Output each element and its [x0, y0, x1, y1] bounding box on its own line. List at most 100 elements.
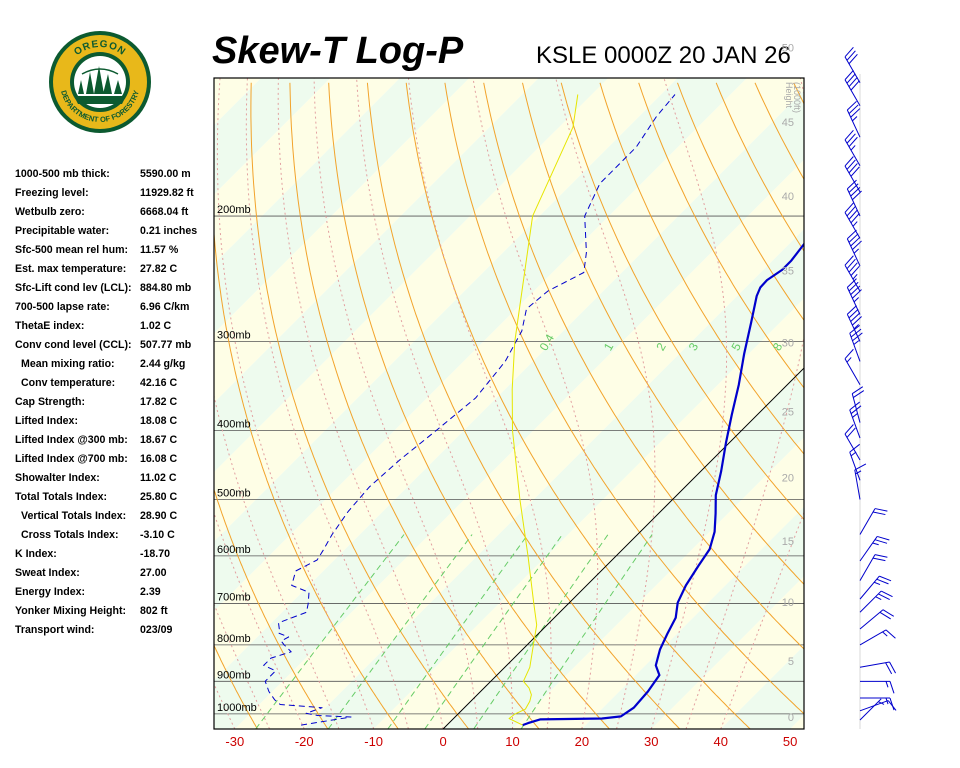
index-row: Est. max temperature: 27.82 C: [15, 263, 215, 282]
wind-barb: [860, 680, 895, 694]
index-value: 18.67 C: [140, 434, 178, 446]
index-value: 5590.00 m: [140, 168, 191, 180]
wind-barb-feather: [880, 590, 893, 598]
wind-barb: [859, 554, 888, 581]
index-row: Yonker Mixing Height: 802 ft: [15, 605, 215, 624]
wind-barb: [844, 156, 861, 193]
index-value: 28.90 C: [140, 510, 178, 522]
height-tick-label: 35: [782, 265, 794, 277]
index-value: 18.08 C: [140, 415, 178, 427]
wind-barb-half-feather: [853, 324, 860, 330]
wind-barb-feather: [882, 609, 895, 617]
wind-barb-staff: [844, 433, 861, 461]
index-row: Vertical Totals Index: 28.90 C: [15, 510, 215, 529]
wind-barb-feather: [848, 53, 858, 65]
dry-adiabat: [328, 82, 610, 729]
wind-barb-feather: [879, 611, 891, 620]
wind-barb-feather: [846, 133, 856, 144]
wind-barb: [844, 424, 861, 461]
index-row: Mean mixing ratio: 2.44 g/kg: [15, 358, 215, 377]
wind-barb: [844, 47, 861, 84]
index-label: Sfc-500 mean rel hum:: [15, 244, 129, 256]
index-value: 884.80 mb: [140, 282, 192, 294]
wind-barb-feather: [879, 575, 892, 582]
wind-barb-feather: [889, 681, 895, 694]
pressure-label: 900mb: [217, 669, 251, 681]
index-label: Total Totals Index:: [15, 491, 108, 503]
index-value: 17.82 C: [140, 396, 178, 408]
temperature-tick-label: -30: [225, 734, 244, 749]
index-row: Transport wind: 023/09: [15, 624, 215, 643]
wind-barb-feather: [848, 262, 858, 273]
index-label: Transport wind:: [15, 624, 95, 636]
wind-barb-feather: [852, 240, 862, 250]
index-row: Cap Strength: 17.82 C: [15, 396, 215, 415]
wind-barb-half-feather: [873, 581, 881, 586]
index-value: 0.21 inches: [140, 225, 198, 237]
index-value: 2.39: [140, 586, 161, 598]
wind-barb-staff: [859, 554, 876, 581]
moist-adiabat: [216, 78, 375, 729]
wind-barb-feather: [846, 179, 857, 190]
wind-barb-feather: [846, 50, 856, 61]
index-label: Showalter Index:: [15, 472, 100, 484]
index-row: Sfc-500 mean rel hum: 11.57 %: [15, 244, 215, 263]
dry-adiabat: [214, 644, 258, 729]
wind-barb-staff: [846, 314, 861, 342]
index-label: 1000-500 mb thick:: [15, 168, 110, 180]
index-row: Freezing level: 11929.82 ft: [15, 187, 215, 206]
wind-barb-feather: [852, 390, 865, 398]
dry-adiabat: [793, 82, 804, 105]
index-value: 2.44 g/kg: [140, 358, 186, 370]
wind-barb-half-feather: [885, 697, 889, 705]
moist-adiabat: [472, 78, 599, 729]
index-row: 1000-500 mb thick: 5590.00 m: [15, 168, 215, 187]
wind-barb-half-feather: [852, 413, 858, 418]
index-row: 700-500 lapse rate: 6.96 C/km: [15, 301, 215, 320]
wind-barb-feather: [889, 697, 895, 711]
wind-barb-feather: [851, 386, 864, 395]
height-tick-label: 50: [782, 42, 794, 54]
isotherm-band: [0, 78, 192, 729]
index-row: Cross Totals Index: -3.10 C: [15, 529, 215, 548]
wind-barb: [844, 255, 861, 292]
dry-adiabat: [214, 228, 399, 729]
wind-barb: [844, 202, 861, 239]
dry-adiabat: [250, 82, 470, 729]
wind-barb-feather: [874, 554, 888, 558]
mixing-ratio-line: [327, 534, 473, 729]
wind-barb-feather: [876, 578, 889, 585]
wind-barb-half-feather: [852, 274, 858, 280]
dry-adiabat: [405, 82, 751, 729]
wind-barb-feather: [848, 233, 859, 243]
wind-barb-feather: [844, 69, 854, 81]
wind-barb-half-feather: [885, 681, 889, 688]
temperature-tick-label: 0: [439, 734, 446, 749]
dry-adiabat: [444, 82, 804, 715]
wind-barbs: [844, 47, 897, 721]
index-label: Conv temperature:: [21, 377, 116, 389]
wind-barb-half-feather: [852, 116, 858, 122]
moist-adiabat: [650, 78, 728, 729]
wind-barb-feather: [854, 463, 867, 471]
dry-adiabat: [289, 82, 540, 729]
wind-barb-feather: [848, 183, 859, 193]
mixing-ratio-line: [387, 534, 529, 729]
index-row: Lifted Index @700 mb: 16.08 C: [15, 453, 215, 472]
index-value: 11.57 %: [140, 244, 179, 256]
wind-barb-feather: [844, 202, 854, 213]
moist-adiabat: [313, 78, 479, 729]
height-tick-label: 15: [782, 536, 794, 548]
wind-barb-feather: [878, 593, 890, 601]
wind-barb: [846, 229, 862, 267]
wind-barb-feather: [850, 265, 860, 276]
index-row: Sweat Index: 27.00: [15, 567, 215, 586]
isotherm-band: [373, 298, 804, 729]
plot-area: [0, 78, 960, 729]
dry-adiabat: [214, 488, 329, 729]
dry-adiabat: [833, 83, 960, 729]
wind-barb-staff: [859, 661, 890, 668]
wind-barb-feather: [844, 47, 854, 58]
wind-barb-feather: [846, 229, 857, 240]
index-row: Lifted Index @300 mb: 18.67 C: [15, 434, 215, 453]
